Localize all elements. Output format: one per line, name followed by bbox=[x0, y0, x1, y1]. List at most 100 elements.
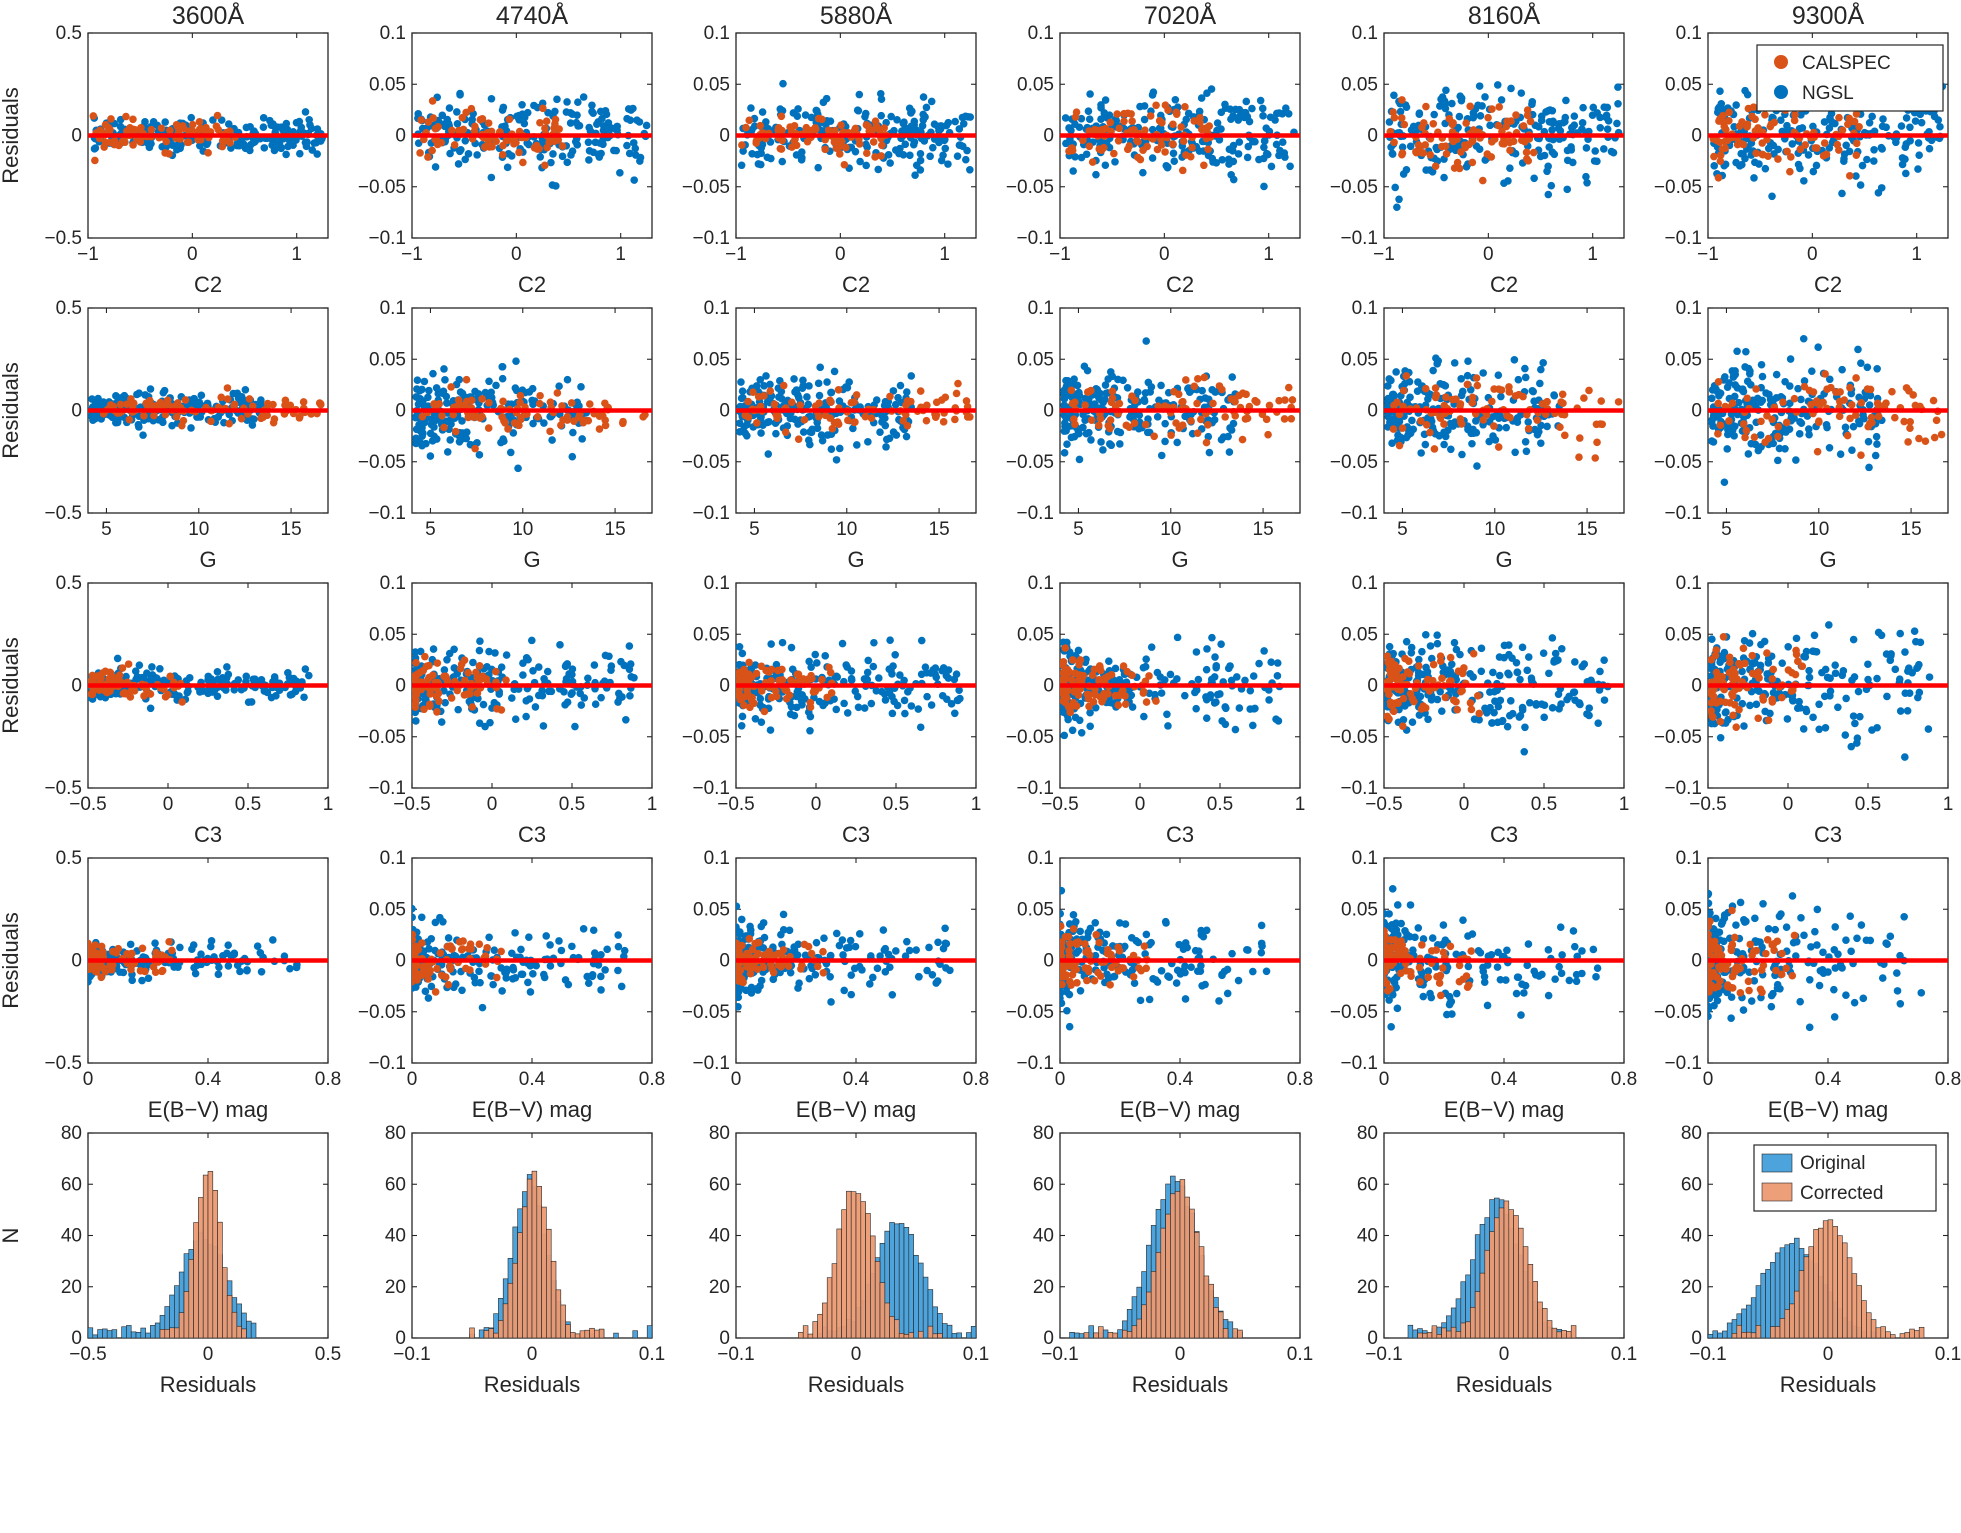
calspec-point bbox=[1836, 388, 1844, 396]
y-tick-label: 0 bbox=[1043, 401, 1054, 422]
calspec-point bbox=[316, 400, 325, 408]
calspec-point bbox=[862, 149, 871, 157]
ngsl-point bbox=[1757, 360, 1766, 369]
calspec-point bbox=[1522, 148, 1531, 157]
ngsl-point bbox=[787, 643, 796, 652]
ngsl-point bbox=[819, 98, 828, 107]
calspec-point bbox=[421, 652, 429, 661]
calspec-point bbox=[1178, 166, 1187, 175]
ngsl-point bbox=[553, 95, 561, 104]
calspec-point bbox=[1774, 422, 1783, 431]
ngsl-point bbox=[1486, 121, 1494, 130]
calspec-point bbox=[470, 127, 479, 136]
ngsl-point bbox=[1447, 445, 1455, 454]
calspec-point bbox=[100, 143, 108, 151]
calspec-point bbox=[504, 425, 512, 433]
ngsl-point bbox=[626, 116, 635, 124]
calspec-point bbox=[1071, 420, 1079, 429]
calspec-point bbox=[1468, 393, 1477, 402]
y-tick-label: 0.05 bbox=[369, 349, 406, 370]
calspec-point bbox=[1843, 431, 1852, 440]
ngsl-point bbox=[270, 146, 279, 155]
ngsl-point bbox=[1583, 178, 1591, 187]
calspec-point bbox=[263, 399, 272, 408]
calspec-point bbox=[1521, 138, 1529, 146]
ngsl-point bbox=[881, 421, 890, 430]
ngsl-point bbox=[1426, 166, 1434, 174]
y-tick-label: −0.05 bbox=[1654, 177, 1702, 198]
ngsl-point bbox=[853, 441, 861, 449]
ngsl-point bbox=[737, 161, 746, 170]
calspec-point bbox=[91, 156, 99, 165]
ngsl-point bbox=[597, 693, 605, 702]
calspec-point bbox=[1484, 113, 1492, 122]
calspec-point bbox=[269, 418, 278, 427]
calspec-point bbox=[165, 150, 173, 158]
y-tick-label: −0.5 bbox=[44, 228, 82, 249]
y-tick-label: −0.05 bbox=[1330, 177, 1378, 198]
calspec-point bbox=[1558, 390, 1567, 399]
ngsl-point bbox=[1753, 394, 1762, 403]
ngsl-point bbox=[867, 699, 876, 708]
ngsl-point bbox=[892, 431, 901, 439]
calspec-point bbox=[1390, 401, 1398, 410]
y-tick-label: −0.1 bbox=[368, 503, 406, 524]
ngsl-point bbox=[631, 151, 640, 159]
calspec-point bbox=[1725, 116, 1733, 125]
legend-calspec-label: CALSPEC bbox=[1802, 53, 1891, 74]
calspec-point bbox=[1209, 399, 1217, 408]
ngsl-point bbox=[861, 112, 869, 121]
x-tick-label: −1 bbox=[1373, 244, 1395, 265]
ngsl-point bbox=[805, 382, 813, 390]
ngsl-marker-icon bbox=[1774, 85, 1788, 99]
ngsl-point bbox=[1148, 154, 1157, 162]
calspec-point bbox=[122, 112, 130, 121]
ngsl-point bbox=[1448, 99, 1456, 108]
ngsl-point bbox=[860, 704, 869, 712]
calspec-point bbox=[172, 413, 181, 421]
calspec-point bbox=[814, 412, 823, 421]
ngsl-point bbox=[601, 651, 610, 660]
calspec-point bbox=[440, 423, 448, 432]
x-tick-label: 1 bbox=[291, 244, 302, 265]
ngsl-point bbox=[1550, 150, 1559, 159]
ngsl-point bbox=[888, 709, 897, 718]
calspec-point bbox=[539, 104, 547, 113]
calspec-point bbox=[1891, 413, 1899, 422]
calspec-point bbox=[1888, 387, 1896, 396]
ngsl-point bbox=[870, 638, 878, 647]
ngsl-point bbox=[1157, 381, 1165, 390]
ngsl-point bbox=[864, 438, 872, 446]
ngsl-point bbox=[736, 419, 744, 428]
calspec-point bbox=[1906, 424, 1914, 432]
calspec-point bbox=[869, 138, 878, 146]
ngsl-point bbox=[475, 719, 484, 727]
ngsl-point bbox=[1266, 113, 1275, 122]
ngsl-point bbox=[900, 118, 908, 127]
ngsl-point bbox=[618, 693, 626, 701]
ngsl-point bbox=[926, 152, 934, 161]
calspec-point bbox=[1087, 386, 1095, 395]
calspec-point bbox=[1494, 121, 1503, 130]
calspec-point bbox=[1100, 143, 1108, 152]
calspec-point bbox=[779, 381, 788, 390]
calspec-point bbox=[1202, 438, 1211, 447]
ngsl-point bbox=[536, 153, 545, 161]
ngsl-point bbox=[295, 117, 304, 126]
calspec-point bbox=[1169, 140, 1177, 148]
column-title: 7020Å bbox=[1144, 0, 1217, 30]
x-tick-label: 5 bbox=[1397, 519, 1408, 540]
calspec-point bbox=[1087, 416, 1096, 424]
ngsl-point bbox=[887, 666, 895, 674]
y-tick-label: −0.05 bbox=[682, 452, 730, 473]
ngsl-point bbox=[1870, 157, 1878, 165]
ngsl-point bbox=[561, 701, 569, 709]
ngsl-point bbox=[1613, 119, 1621, 128]
ngsl-point bbox=[758, 108, 767, 116]
ngsl-point bbox=[445, 649, 454, 658]
ngsl-point bbox=[1849, 422, 1858, 431]
calspec-point bbox=[1761, 111, 1769, 119]
ngsl-point bbox=[1901, 155, 1909, 164]
calspec-point bbox=[861, 412, 870, 421]
ngsl-point bbox=[1502, 423, 1511, 432]
